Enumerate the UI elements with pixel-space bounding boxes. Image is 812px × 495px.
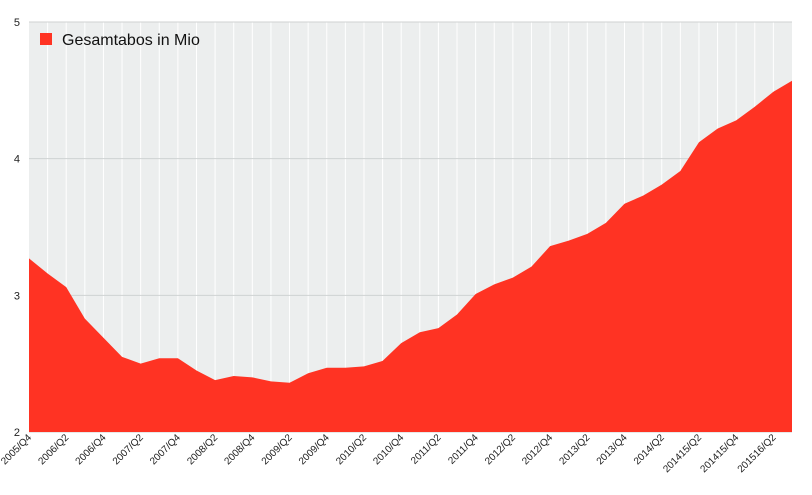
y-axis-ticks: 2 3 4 5 — [14, 17, 20, 439]
x-tick-label: 201415/Q4 — [699, 432, 742, 475]
x-tick-label: 2014/Q2 — [632, 432, 667, 467]
legend: Gesamtabos in Mio — [40, 32, 200, 49]
x-tick-label: 201516/Q2 — [736, 432, 779, 475]
x-tick-label: 2007/Q2 — [111, 432, 146, 467]
x-tick-label: 2007/Q4 — [148, 432, 183, 467]
x-tick-label: 2010/Q4 — [371, 432, 406, 467]
y-tick-label: 2 — [14, 427, 20, 439]
y-tick-label: 5 — [14, 17, 20, 29]
x-tick-label: 2006/Q2 — [36, 432, 71, 467]
series-area-gesamtabos — [29, 80, 792, 433]
x-tick-label: 2010/Q2 — [334, 432, 369, 467]
x-tick-label: 201415/Q2 — [661, 432, 704, 475]
legend-label: Gesamtabos in Mio — [62, 32, 200, 49]
y-tick-label: 3 — [14, 290, 20, 302]
x-tick-label: 2011/Q4 — [446, 432, 481, 467]
x-tick-label: 2012/Q4 — [520, 432, 555, 467]
x-tick-label: 2009/Q2 — [260, 432, 295, 467]
x-tick-label: 2008/Q2 — [185, 432, 220, 467]
x-tick-label: 2013/Q4 — [595, 432, 630, 467]
x-tick-label: 2011/Q2 — [409, 432, 444, 467]
x-tick-label: 2008/Q4 — [223, 432, 258, 467]
x-tick-label: 2012/Q2 — [483, 432, 518, 467]
y-tick-label: 4 — [14, 154, 20, 166]
x-axis-ticks: 2005/Q4 2006/Q2 2006/Q4 2007/Q2 2007/Q4 2008/… — [0, 432, 779, 475]
x-tick-label: 2013/Q2 — [558, 432, 593, 467]
x-tick-label: 2006/Q4 — [74, 432, 109, 467]
x-tick-label: 2009/Q4 — [297, 432, 332, 467]
legend-swatch — [40, 33, 52, 45]
